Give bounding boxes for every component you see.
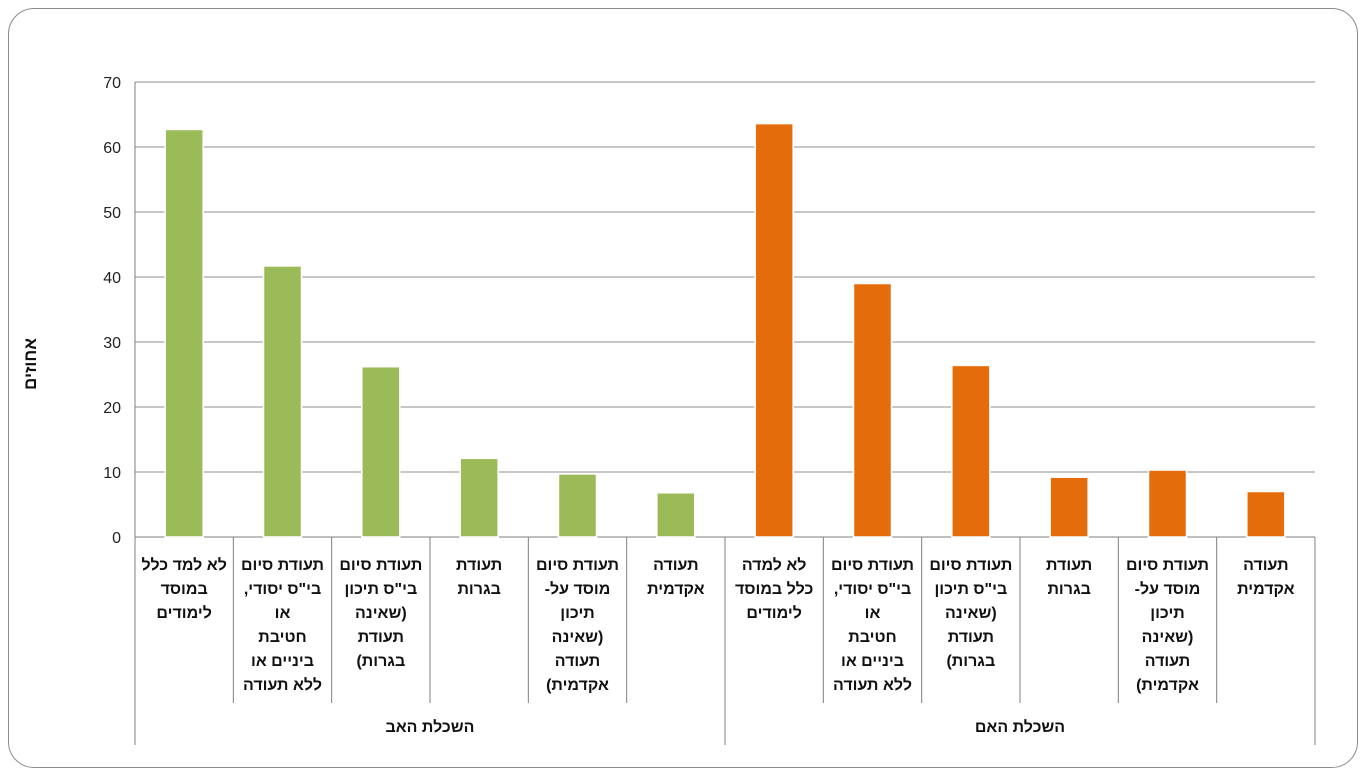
x-tick-label-line: תעודת סיום [339,557,423,574]
x-tick-label: תעודת סיום בי"ס תיכון (שאינה תעודת בגרות) [923,554,1019,674]
x-tick-label-line: אקדמית) [1136,677,1199,694]
y-axis-label: אחוזים [21,338,40,390]
bar [557,473,598,538]
x-tick-label-line: לא למדה [741,557,807,574]
bar [262,265,303,538]
x-tick-label-line: אקדמית [1237,581,1295,598]
x-tick-label: לא למדה כלל במוסד לימודים [726,554,822,626]
bar [1049,476,1089,538]
x-tick-label-line: תעודה [653,557,699,574]
x-tick-label: תעודת סיום מוסד על- תיכון (שאינה תעודה אקדמית… [530,554,626,698]
y-tick-label: 70 [103,75,121,92]
x-tick-label-line: בי"ס יסודי, [833,581,912,598]
x-tick-label: תעודת סיום בי"ס תיכון (שאינה תעודת בגרות) [333,554,429,674]
bar [951,364,991,538]
x-tick-label-line: בי"ס יסודי, [243,581,322,598]
x-tick-label-line: בגרות) [356,653,406,670]
x-tick-label: תעודת סיום מוסד על- תיכון (שאינה תעודה אקדמית… [1120,554,1216,698]
x-tick-label-line: תעודת סיום [929,557,1013,574]
x-tick-label-line: ללא תעודה [832,677,913,694]
x-tick-label-line: תעודת [1046,557,1093,574]
bar [754,122,794,538]
bar-chart: אחוזים 0 10 20 30 40 50 60 70 [21,75,1316,745]
x-tick-label-line: בגרות) [946,653,996,670]
x-tick-label-line: תעודת סיום [536,557,619,574]
x-tick-label: תעודת סיום בי"ס יסודי, או חטיבת ביניים או ללא… [825,554,921,698]
x-tick-label-line: תעודת סיום [831,557,914,574]
x-tick-label-line: בי"ס תיכון [934,581,1008,598]
x-tick-label-line: (שאינה [354,605,407,622]
x-tick-label-line: תעודת [456,557,503,574]
x-tick-label-line: תעודת [947,629,994,646]
bar [1246,490,1286,538]
x-tick-label-line: ללא תעודה [242,677,323,694]
bar [459,457,499,538]
x-tick-label-line: (שאינה [944,605,997,622]
y-tick-label: 10 [103,465,121,482]
x-tick-label-line: תעודת [357,629,404,646]
y-tick-label: 20 [103,400,121,417]
y-tick-label: 60 [103,140,121,157]
bar [361,365,401,538]
x-tick-label-line: אקדמית) [546,677,609,694]
y-tick-label: 30 [103,335,121,352]
x-tick-label-line: או [864,605,881,622]
x-tick-label: תעודת בגרות [431,554,527,602]
x-tick-label-line: (שאינה [551,629,604,646]
x-tick-label-line: תעודת סיום [241,557,324,574]
x-tick-label: תעודת בגרות [1021,554,1117,602]
x-tick-label-line: ביניים או [250,653,314,670]
x-tick-label-line: תעודה [1243,557,1289,574]
x-tick-label-line: לימודים [746,605,802,622]
x-tick-label: תעודת סיום בי"ס יסודי, או חטיבת ביניים או ללא… [235,554,331,698]
x-tick-label: תעודה אקדמית [628,554,724,602]
x-tick-label-line: בגרות [457,581,501,598]
x-tick-label-line: לימודים [156,605,212,622]
x-tick-label-line: חטיבת [258,629,307,646]
x-tick-label-line: במוסד [160,581,208,598]
x-tick-label-line: כלל במוסד [735,581,814,598]
x-tick-label-line: תעודה [554,653,601,670]
x-tick-label-line: אקדמית [647,581,705,598]
x-tick-label-line: חטיבת [848,629,897,646]
y-tick-label: 40 [103,270,121,287]
x-tick-label-line: או [274,605,291,622]
x-tick-label-line: מוסד על- [1134,581,1201,598]
bar [1147,469,1188,538]
x-tick-label-line: תעודת סיום [1126,557,1209,574]
x-tick-label-line: לא למד כלל [141,557,227,574]
x-tick-label-line: תעודה [1144,653,1191,670]
x-tick-label-line: בגרות [1047,581,1091,598]
bar [164,128,204,538]
x-tick-label: תעודה אקדמית [1218,554,1314,602]
x-tick-label-line: מוסד על- [544,581,611,598]
x-tick-label-line: בי"ס תיכון [344,581,418,598]
x-tick-label-line: ביניים או [840,653,904,670]
y-tick-label: 0 [112,530,121,547]
x-tick-label-line: תיכון [1150,605,1185,622]
x-tick-label-line: תיכון [560,605,595,622]
y-tick-label: 50 [103,205,121,222]
bar [656,492,696,538]
x-tick-label: לא למד כלל במוסד לימודים [136,554,232,626]
group-label: השכלת האם [974,719,1066,736]
bar [852,282,893,538]
group-label: השכלת האב [385,719,475,736]
x-tick-label-line: (שאינה [1141,629,1194,646]
